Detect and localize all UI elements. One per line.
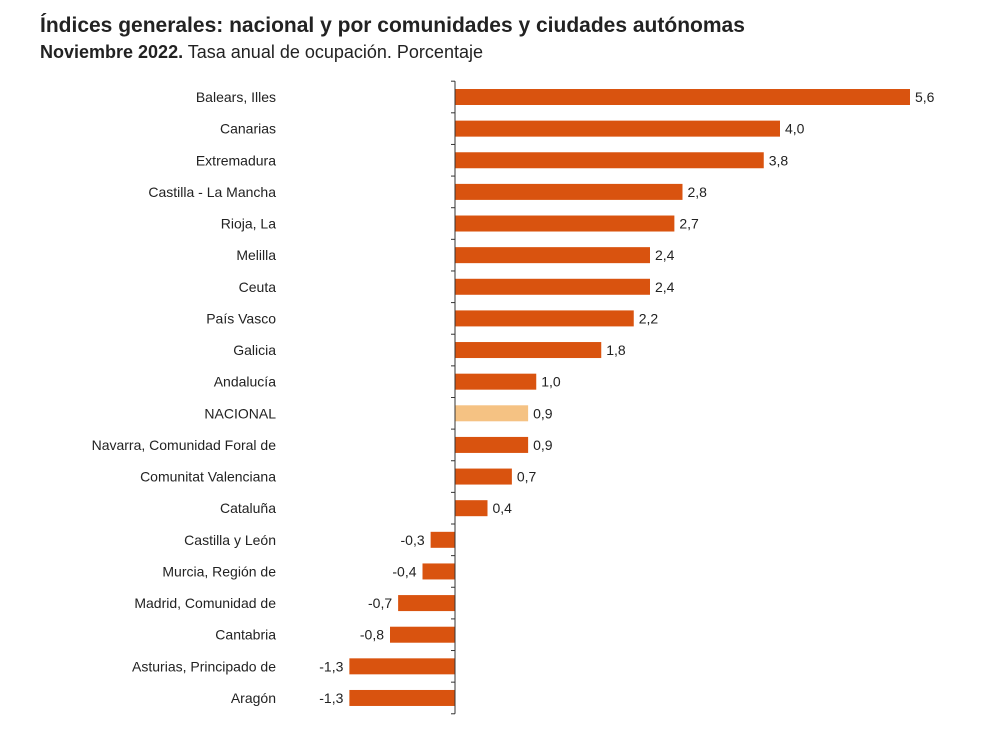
bar (398, 595, 455, 612)
category-label: Aragón (231, 690, 276, 706)
bar (455, 120, 780, 137)
chart-title: Índices generales: nacional y por comuni… (40, 14, 745, 37)
bar (455, 468, 512, 485)
bar (455, 405, 529, 422)
data-label: 1,0 (541, 374, 561, 390)
category-label: Extremadura (196, 152, 276, 168)
data-label: 2,7 (679, 216, 699, 232)
data-label: 5,6 (915, 89, 935, 105)
bar (430, 531, 455, 548)
bar (349, 689, 455, 706)
bar (422, 563, 455, 580)
chart-subtitle: Noviembre 2022. Tasa anual de ocupación.… (40, 42, 483, 63)
bar (455, 247, 650, 264)
data-label: -0,8 (360, 627, 384, 643)
bar (455, 500, 488, 517)
category-label: Castilla y León (184, 532, 276, 548)
data-label: 2,2 (639, 310, 659, 326)
category-label: Comunitat Valenciana (140, 469, 276, 485)
category-label: Cataluña (220, 500, 276, 516)
category-label: Madrid, Comunidad de (134, 595, 276, 611)
bar (455, 89, 910, 105)
subtitle-date: Noviembre 2022. (40, 42, 184, 62)
data-label: -0,4 (392, 563, 416, 579)
data-label: -1,3 (319, 658, 343, 674)
category-label: Andalucía (214, 374, 276, 390)
category-label: Ceuta (239, 279, 277, 295)
subtitle-text: Tasa anual de ocupación. Porcentaje (187, 42, 483, 62)
bar (455, 152, 764, 169)
data-label: -0,7 (368, 595, 392, 611)
category-label: Murcia, Región de (162, 563, 276, 579)
category-label: Rioja, La (221, 216, 276, 232)
data-label: -0,3 (401, 532, 425, 548)
data-label: 3,8 (769, 152, 789, 168)
bar (455, 342, 602, 359)
data-label: 4,0 (785, 121, 805, 137)
category-label: Melilla (236, 247, 276, 263)
data-label: 0,9 (533, 437, 553, 453)
data-label: -1,3 (319, 690, 343, 706)
data-label: 2,4 (655, 247, 675, 263)
category-label: Castilla - La Mancha (148, 184, 276, 200)
category-label: Navarra, Comunidad Foral de (92, 437, 277, 453)
category-label: NACIONAL (204, 405, 276, 421)
data-label: 0,4 (493, 500, 513, 516)
bar (455, 310, 634, 327)
bar (455, 373, 537, 390)
data-label: 2,4 (655, 279, 675, 295)
bar (349, 658, 455, 675)
bar (455, 278, 650, 295)
bar (455, 183, 683, 200)
bar (390, 626, 455, 643)
category-label: Canarias (220, 121, 276, 137)
category-label: Asturias, Principado de (132, 658, 276, 674)
data-label: 1,8 (606, 342, 626, 358)
data-label: 0,7 (517, 469, 537, 485)
category-label: País Vasco (206, 310, 276, 326)
bar (455, 215, 675, 232)
category-label: Balears, Illes (196, 89, 276, 105)
category-label: Galicia (233, 342, 276, 358)
category-label: Cantabria (215, 627, 276, 643)
data-label: 2,8 (688, 184, 708, 200)
bar (455, 436, 529, 453)
data-label: 0,9 (533, 405, 553, 421)
